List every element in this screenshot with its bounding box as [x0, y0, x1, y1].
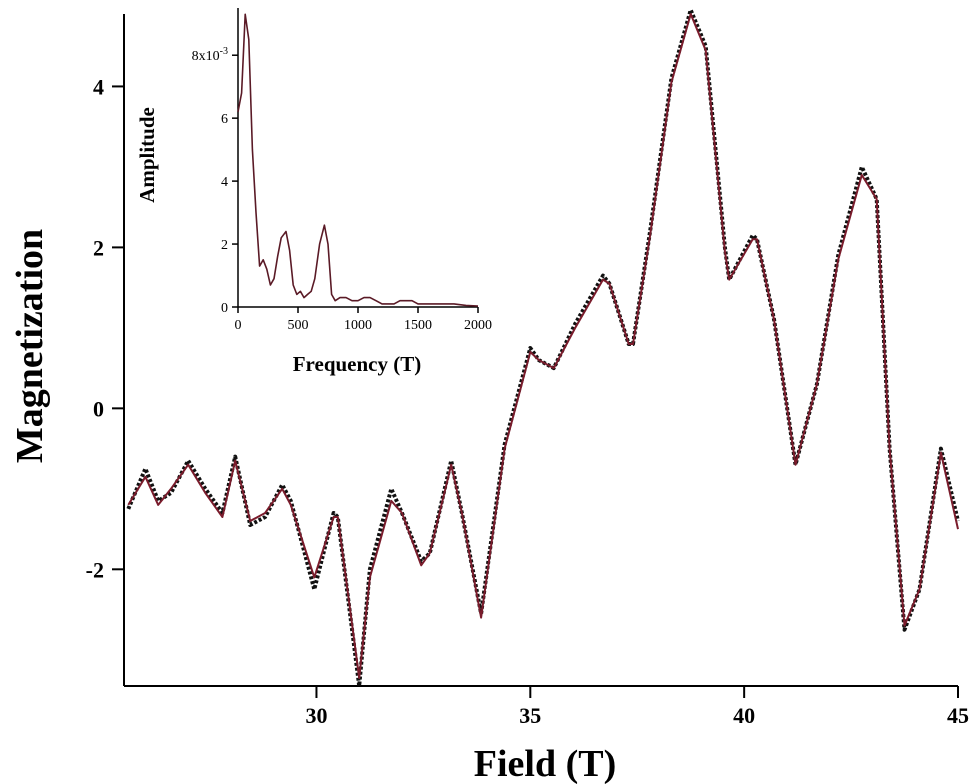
inset-x-axis-title: Frequency (T): [293, 352, 422, 376]
inset-y-tick-label: 4: [221, 175, 228, 190]
inset-x-tick-label: 1500: [404, 318, 432, 333]
inset-y-tick-label: 0: [221, 301, 228, 316]
inset-y-tick-label: 8x10-3: [192, 46, 228, 64]
main-series-line-2: [127, 13, 959, 679]
main-series: [126, 8, 960, 688]
inset-series: [237, 13, 479, 307]
main-y-axis-title: Magnetization: [9, 229, 51, 463]
main-x-tick-label: 35: [519, 703, 541, 728]
inset-y-tick-label: 2: [221, 238, 228, 253]
main-y-tick-label: -2: [86, 557, 104, 582]
inset-y-axis-title: Amplitude: [135, 107, 159, 203]
inset-ticks: 0 500 1000 1500 2000 0 2 4 6 8x10-3: [192, 46, 492, 333]
main-x-tick-label: 30: [305, 703, 327, 728]
main-series-line-1: [126, 8, 960, 688]
inset-x-tick-label: 0: [235, 318, 242, 333]
inset-x-tick-label: 2000: [464, 318, 492, 333]
main-x-axis-title: Field (T): [474, 743, 616, 784]
main-x-tick-label: 45: [947, 703, 969, 728]
main-y-tick-label: 4: [93, 74, 104, 99]
inset-series-line-1: [237, 13, 479, 307]
inset-y-tick-exponent: -3: [220, 46, 228, 57]
inset-plot: 0 500 1000 1500 2000 0 2 4 6 8x10-3 Frequency (T)…: [135, 8, 492, 376]
inset-y-tick-label: 6: [221, 112, 228, 127]
main-y-tick-label: 0: [93, 396, 104, 421]
inset-x-tick-label: 500: [288, 318, 309, 333]
main-y-tick-label: 2: [93, 235, 104, 260]
main-x-tick-label: 40: [733, 703, 755, 728]
inset-x-tick-label: 1000: [344, 318, 372, 333]
